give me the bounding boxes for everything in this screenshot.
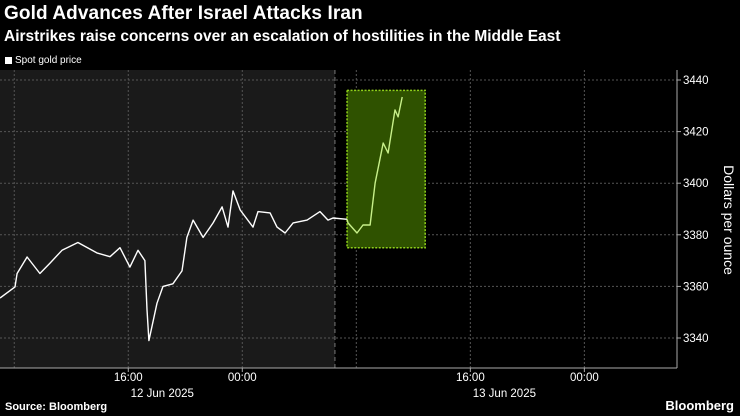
bloomberg-logo: Bloomberg: [665, 398, 734, 413]
legend: Spot gold price: [5, 55, 82, 66]
legend-swatch: [5, 57, 12, 64]
shaded-period: [0, 70, 335, 368]
y-tick-label: 3400: [683, 178, 709, 190]
series-line-highlighted: [346, 96, 403, 234]
x-tick-label: 16:00: [456, 372, 485, 384]
chart-title: Gold Advances After Israel Attacks Iran: [4, 3, 363, 24]
legend-label: Spot gold price: [15, 55, 82, 66]
y-tick-label: 3380: [683, 230, 709, 242]
x-tick-label: 16:00: [114, 372, 143, 384]
x-tick-date-label: 12 Jun 2025: [131, 388, 194, 400]
series-line-spot-gold: [0, 190, 348, 342]
highlight-box: [346, 89, 426, 249]
y-tick-label: 3420: [683, 127, 709, 139]
y-tick-label: 3340: [683, 333, 709, 345]
source-note: Source: Bloomberg: [5, 401, 108, 413]
chart-subtitle: Airstrikes raise concerns over an escala…: [4, 28, 561, 45]
x-tick-label: 00:00: [228, 372, 257, 384]
y-axis-label: Dollars per ounce: [721, 165, 737, 275]
y-tick-label: 3360: [683, 281, 709, 293]
y-tick-label: 3440: [683, 75, 709, 87]
x-tick-label: 00:00: [570, 372, 599, 384]
x-tick-date-label: 13 Jun 2025: [473, 388, 536, 400]
